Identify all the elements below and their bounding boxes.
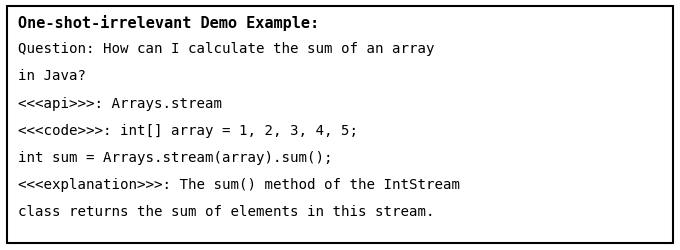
- FancyBboxPatch shape: [7, 7, 673, 243]
- Text: <<<code>>>: int[] array = 1, 2, 3, 4, 5;: <<<code>>>: int[] array = 1, 2, 3, 4, 5;: [18, 123, 358, 137]
- Text: class returns the sum of elements in this stream.: class returns the sum of elements in thi…: [18, 204, 435, 218]
- Text: One-shot-irrelevant Demo Example:: One-shot-irrelevant Demo Example:: [18, 15, 319, 31]
- Text: int sum = Arrays.stream(array).sum();: int sum = Arrays.stream(array).sum();: [18, 150, 333, 164]
- Text: Question: How can I calculate the sum of an array: Question: How can I calculate the sum of…: [18, 42, 435, 56]
- Text: in Java?: in Java?: [18, 69, 86, 83]
- Text: <<<explanation>>>: The sum() method of the IntStream: <<<explanation>>>: The sum() method of t…: [18, 178, 460, 192]
- Text: <<<api>>>: Arrays.stream: <<<api>>>: Arrays.stream: [18, 96, 222, 110]
